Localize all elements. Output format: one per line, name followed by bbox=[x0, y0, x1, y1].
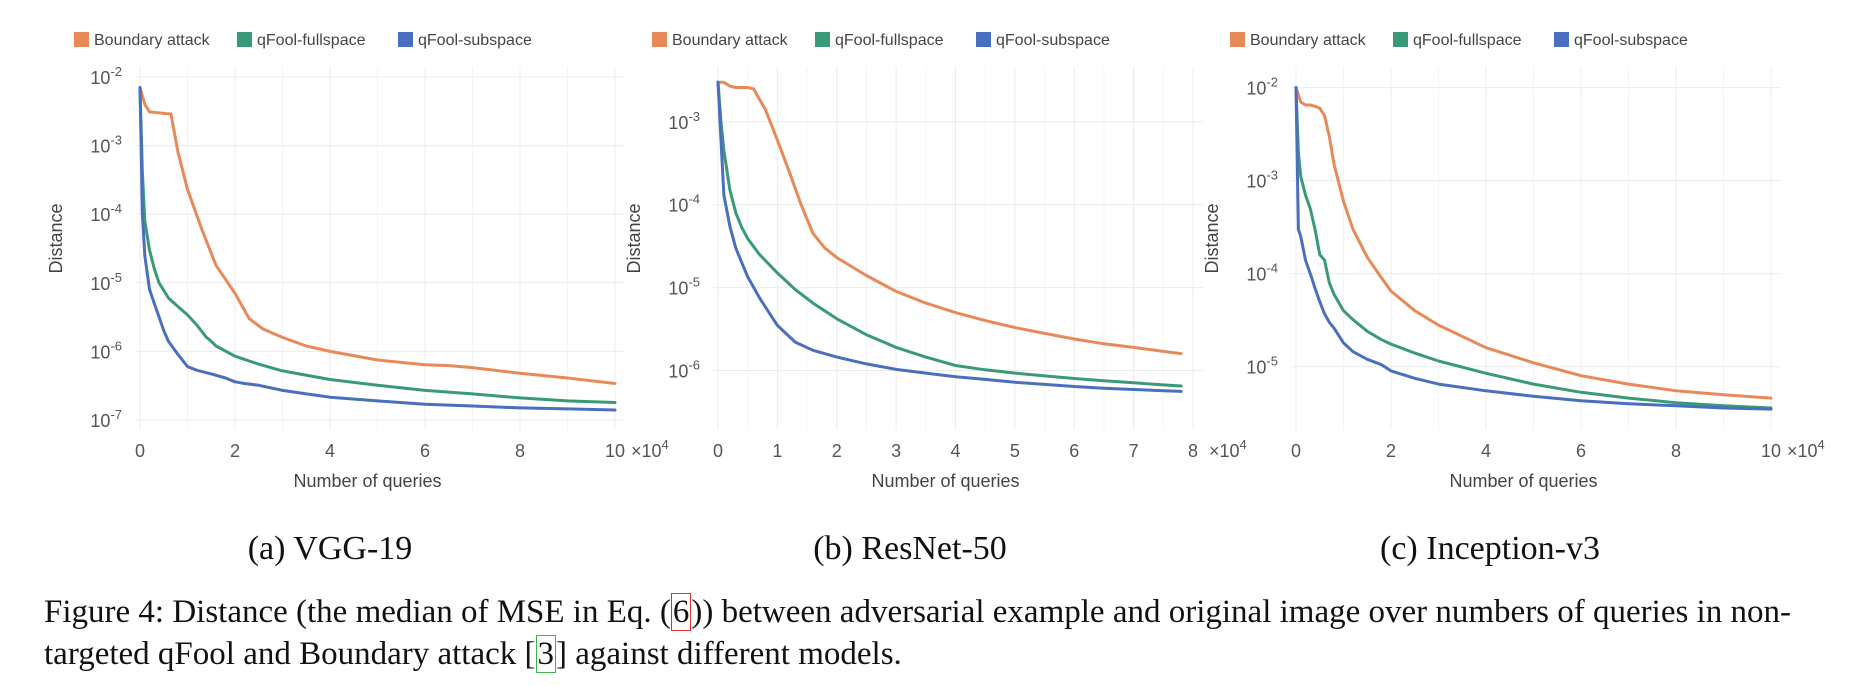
y-tick-label: 10-4 bbox=[90, 201, 122, 225]
y-tick-label: 10-3 bbox=[668, 109, 700, 133]
legend-label: qFool-fullspace bbox=[257, 32, 366, 49]
y-tick-label: 10-6 bbox=[668, 357, 700, 381]
x-tick-label: 0 bbox=[713, 441, 723, 461]
chart-panel-1: Boundary attack qFool-fullspace qFool-subs… bbox=[46, 32, 669, 491]
series-line bbox=[138, 86, 617, 385]
series-line bbox=[716, 80, 1183, 388]
x-tick-label: 4 bbox=[950, 441, 960, 461]
legend-swatch bbox=[1393, 32, 1408, 47]
legend-label: qFool-fullspace bbox=[835, 32, 944, 49]
legend-label: qFool-subspace bbox=[1574, 32, 1688, 49]
x-tick-label: 2 bbox=[230, 441, 240, 461]
x-axis-label: Number of queries bbox=[871, 471, 1019, 491]
legend-label: qFool-subspace bbox=[996, 32, 1110, 49]
y-tick-label: 10-3 bbox=[90, 133, 122, 157]
x-tick-label: 2 bbox=[1386, 441, 1396, 461]
y-tick-label: 10-7 bbox=[90, 407, 122, 431]
legend-item: qFool-subspace bbox=[398, 32, 532, 49]
chart-panel-2: Boundary attack qFool-fullspace qFool-subs… bbox=[624, 32, 1247, 491]
series-line bbox=[1294, 86, 1773, 400]
legend-label: qFool-fullspace bbox=[1413, 32, 1522, 49]
legend-swatch bbox=[815, 32, 830, 47]
caption-text-2: )) between adversarial example and origi… bbox=[44, 594, 1791, 672]
y-axis-label: Distance bbox=[46, 203, 66, 273]
y-tick-label: 10-3 bbox=[1246, 168, 1278, 192]
grid bbox=[1291, 67, 1781, 430]
legend-swatch bbox=[976, 32, 991, 47]
y-tick-label: 10-2 bbox=[1246, 75, 1278, 99]
grid bbox=[135, 67, 625, 430]
x-tick-label: 10 bbox=[1761, 441, 1781, 461]
x-tick-label: 4 bbox=[1481, 441, 1491, 461]
y-tick-label: 10-6 bbox=[90, 338, 122, 362]
legend-label: Boundary attack bbox=[94, 32, 211, 49]
legend-swatch bbox=[74, 32, 89, 47]
legend-item: qFool-subspace bbox=[1554, 32, 1688, 49]
caption-text-1: Figure 4: Distance (the median of MSE in… bbox=[44, 594, 671, 630]
x-axis-label: Number of queries bbox=[293, 471, 441, 491]
x-axis-multiplier: ×104 bbox=[1209, 437, 1247, 461]
x-axis-multiplier: ×104 bbox=[631, 437, 669, 461]
y-tick-label: 10-5 bbox=[668, 275, 700, 299]
y-axis-label: Distance bbox=[624, 203, 644, 273]
legend-swatch bbox=[1554, 32, 1569, 47]
legend-item: qFool-fullspace bbox=[1393, 32, 1522, 49]
y-tick-label: 10-2 bbox=[90, 64, 122, 88]
legend-item: qFool-subspace bbox=[976, 32, 1110, 49]
x-axis-multiplier: ×104 bbox=[1787, 437, 1825, 461]
grid bbox=[713, 67, 1203, 430]
legend-label: qFool-subspace bbox=[418, 32, 532, 49]
legend-1: Boundary attack qFool-fullspace qFool-subs… bbox=[74, 32, 532, 49]
x-tick-label: 6 bbox=[420, 441, 430, 461]
series-line bbox=[138, 86, 617, 412]
x-tick-label: 5 bbox=[1010, 441, 1020, 461]
x-tick-label: 6 bbox=[1576, 441, 1586, 461]
legend-item: qFool-fullspace bbox=[815, 32, 944, 49]
x-tick-label: 8 bbox=[1671, 441, 1681, 461]
legend-item: Boundary attack bbox=[1230, 32, 1367, 49]
x-tick-label: 2 bbox=[832, 441, 842, 461]
series-line bbox=[1294, 86, 1773, 411]
series-line bbox=[1294, 86, 1773, 410]
series-line bbox=[138, 86, 617, 404]
subcaption-b: (b) ResNet-50 bbox=[813, 530, 1007, 567]
legend-label: Boundary attack bbox=[672, 32, 789, 49]
x-tick-label: 8 bbox=[1188, 441, 1198, 461]
y-tick-label: 10-5 bbox=[90, 270, 122, 294]
legend-3: Boundary attack qFool-fullspace qFool-subs… bbox=[1230, 32, 1688, 49]
legend-2: Boundary attack qFool-fullspace qFool-subs… bbox=[652, 32, 1110, 49]
citation-ref-link[interactable]: 3 bbox=[535, 635, 557, 673]
y-axis-label: Distance bbox=[1202, 203, 1222, 273]
chart-panel-3: Boundary attack qFool-fullspace qFool-subs… bbox=[1202, 32, 1825, 491]
y-tick-label: 10-4 bbox=[668, 192, 700, 216]
x-tick-label: 10 bbox=[605, 441, 625, 461]
y-tick-label: 10-4 bbox=[1246, 261, 1278, 285]
y-tick-label: 10-5 bbox=[1246, 354, 1278, 378]
series-line bbox=[716, 80, 1183, 356]
figure-caption: Figure 4: Distance (the median of MSE in… bbox=[44, 591, 1824, 675]
legend-swatch bbox=[237, 32, 252, 47]
series-line bbox=[716, 80, 1183, 393]
x-tick-label: 0 bbox=[1291, 441, 1301, 461]
caption-text-3: ] against different models. bbox=[556, 636, 902, 672]
x-tick-label: 6 bbox=[1069, 441, 1079, 461]
legend-item: Boundary attack bbox=[74, 32, 211, 49]
legend-item: Boundary attack bbox=[652, 32, 789, 49]
x-tick-label: 8 bbox=[515, 441, 525, 461]
legend-item: qFool-fullspace bbox=[237, 32, 366, 49]
subcaption-a: (a) VGG-19 bbox=[247, 530, 413, 567]
x-tick-label: 0 bbox=[135, 441, 145, 461]
legend-swatch bbox=[1230, 32, 1245, 47]
x-tick-label: 1 bbox=[772, 441, 782, 461]
legend-swatch bbox=[652, 32, 667, 47]
x-tick-label: 4 bbox=[325, 441, 335, 461]
x-axis-label: Number of queries bbox=[1449, 471, 1597, 491]
x-tick-label: 7 bbox=[1129, 441, 1139, 461]
subcaption-c: (c) Inception-v3 bbox=[1380, 530, 1600, 567]
legend-swatch bbox=[398, 32, 413, 47]
equation-ref-link[interactable]: 6 bbox=[670, 593, 692, 631]
legend-label: Boundary attack bbox=[1250, 32, 1367, 49]
x-tick-label: 3 bbox=[891, 441, 901, 461]
figure-charts: Boundary attack qFool-fullspace qFool-subs… bbox=[46, 32, 1825, 491]
